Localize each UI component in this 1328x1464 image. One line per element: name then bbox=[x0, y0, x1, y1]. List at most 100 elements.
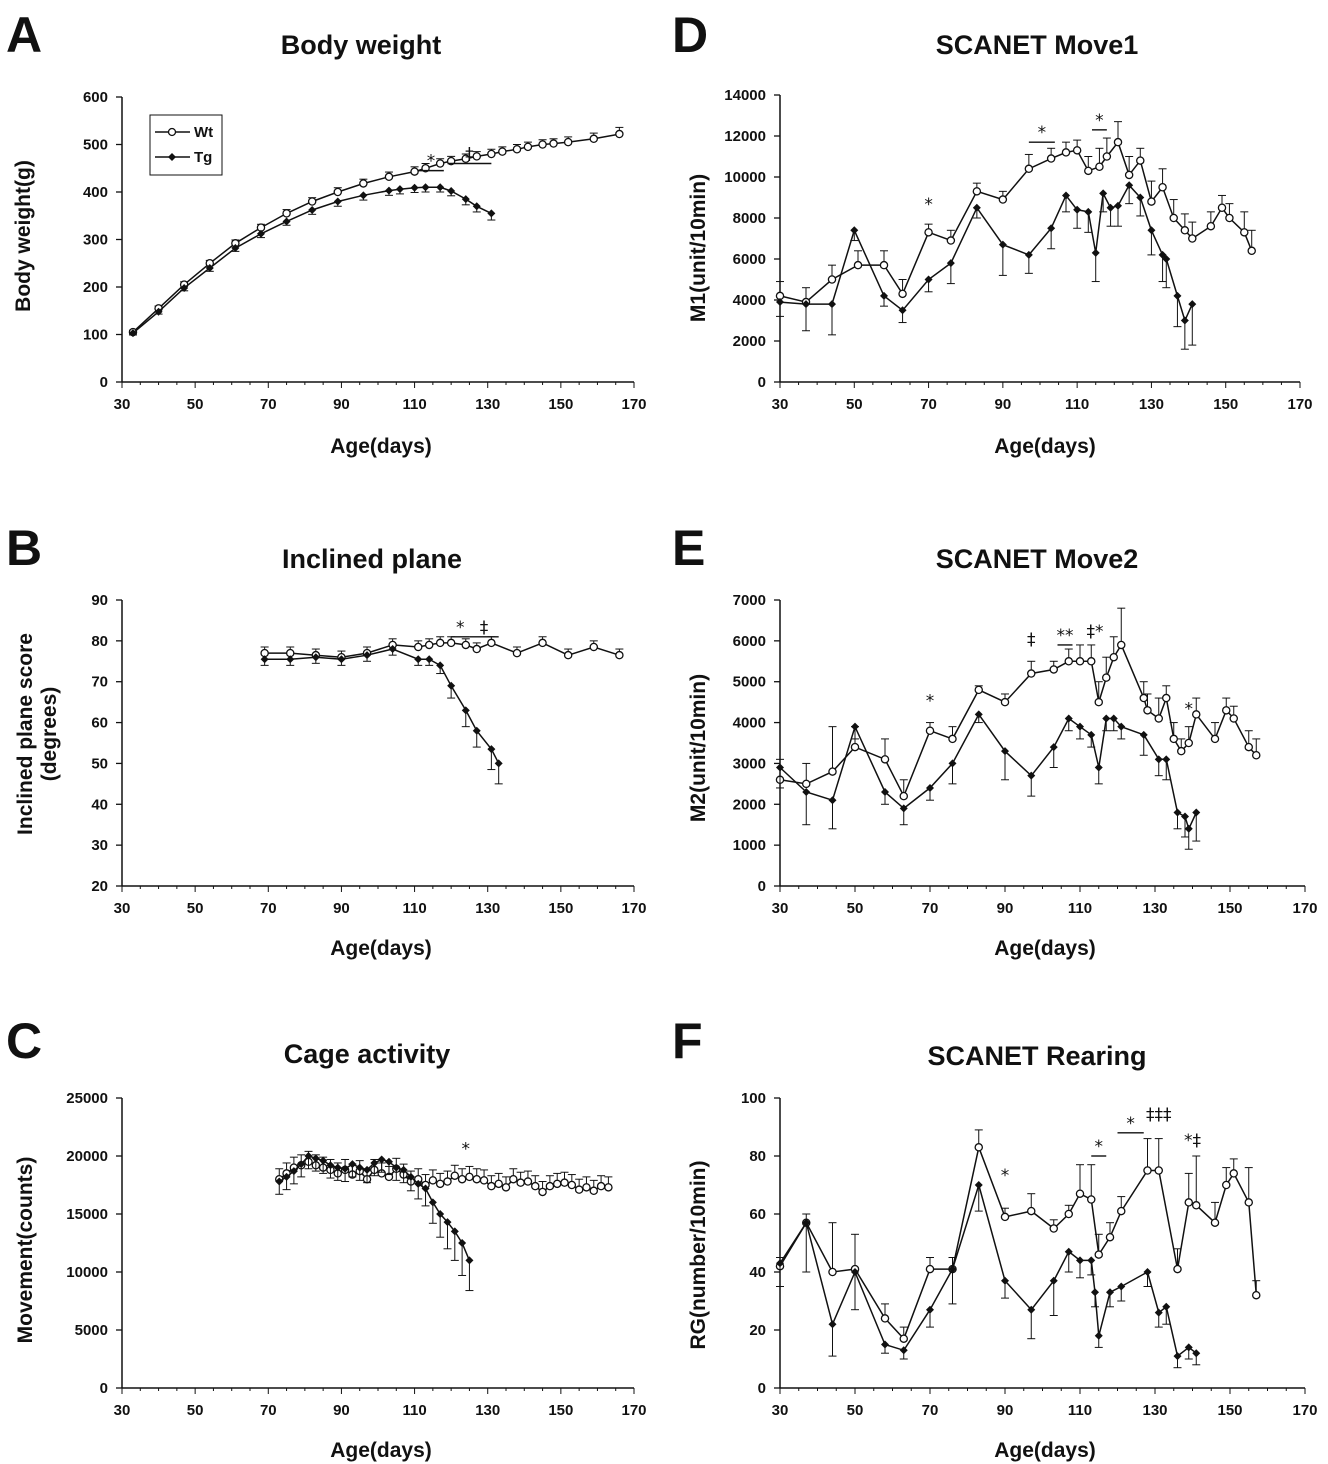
y-tick-label: 600 bbox=[83, 89, 108, 106]
series-line bbox=[264, 642, 620, 658]
data-point-tg bbox=[802, 1218, 811, 1227]
y-tick-label: 4000 bbox=[733, 715, 766, 732]
series-tg bbox=[776, 181, 1197, 350]
data-point-tg bbox=[802, 300, 810, 309]
data-point-tg bbox=[436, 1210, 445, 1218]
data-point-tg bbox=[924, 275, 933, 284]
panel-letter-c: C bbox=[6, 1013, 42, 1069]
y-tick-label: 40 bbox=[749, 1264, 766, 1281]
data-point-tg bbox=[1114, 201, 1122, 210]
data-point-tg bbox=[1173, 291, 1182, 300]
data-point-wt bbox=[1064, 657, 1074, 666]
data-point-wt bbox=[549, 139, 558, 148]
data-point-wt bbox=[1184, 1198, 1194, 1207]
data-point-wt bbox=[516, 1178, 525, 1187]
data-point-wt bbox=[589, 642, 599, 652]
panel-b-ylabel-line2: (degrees) bbox=[38, 687, 61, 782]
data-point-tg bbox=[1084, 207, 1093, 216]
data-point-tg bbox=[1154, 1308, 1163, 1317]
y-tick-label: 500 bbox=[83, 137, 108, 154]
y-tick-label: 20 bbox=[749, 1322, 766, 1339]
x-tick-label: 70 bbox=[260, 396, 277, 413]
data-point-wt bbox=[1225, 213, 1234, 223]
x-tick-label: 110 bbox=[1065, 396, 1089, 413]
series-line bbox=[779, 643, 1257, 798]
data-point-tg bbox=[1162, 755, 1171, 764]
data-point-tg bbox=[881, 788, 889, 797]
y-tick-label: 2000 bbox=[733, 333, 766, 350]
data-point-wt bbox=[384, 172, 394, 182]
data-point-wt bbox=[498, 147, 507, 156]
data-point-tg bbox=[487, 745, 496, 754]
data-point-tg bbox=[370, 1158, 379, 1167]
data-point-wt bbox=[615, 129, 624, 139]
data-point-tg bbox=[311, 653, 320, 662]
significance-mark: ‡‡‡ bbox=[1146, 1105, 1172, 1125]
x-tick-label: 130 bbox=[1142, 900, 1167, 917]
data-point-wt bbox=[1113, 137, 1123, 147]
data-point-tg bbox=[1188, 300, 1197, 309]
panel-d-title: SCANET Move1 bbox=[936, 30, 1139, 60]
data-point-wt bbox=[998, 195, 1008, 204]
series-line bbox=[264, 648, 500, 764]
significance-mark: * bbox=[924, 195, 933, 215]
data-point-tg bbox=[282, 1172, 291, 1181]
data-point-tg bbox=[1117, 1282, 1126, 1291]
data-point-tg bbox=[776, 1259, 784, 1268]
y-tick-label: 100 bbox=[83, 327, 108, 344]
data-point-wt bbox=[1102, 152, 1112, 161]
data-point-tg bbox=[395, 185, 404, 194]
data-point-tg bbox=[319, 1156, 328, 1165]
panel-a-title: Body weight bbox=[281, 30, 442, 60]
data-point-tg bbox=[355, 1163, 364, 1172]
panel-a-legend: Wt Tg bbox=[149, 114, 223, 176]
x-tick-label: 50 bbox=[187, 396, 204, 413]
data-point-tg bbox=[972, 203, 981, 212]
x-tick-label: 30 bbox=[114, 1402, 131, 1419]
data-point-wt bbox=[1087, 1195, 1096, 1204]
data-point-tg bbox=[461, 706, 470, 715]
y-tick-label: 2000 bbox=[733, 796, 766, 813]
significance-mark: * bbox=[1001, 1166, 1010, 1186]
data-point-wt bbox=[1000, 1212, 1010, 1222]
data-point-wt bbox=[1222, 706, 1231, 715]
x-tick-label: 150 bbox=[548, 1402, 573, 1419]
data-point-wt bbox=[1117, 1206, 1126, 1216]
panel-letter-f: F bbox=[672, 1013, 703, 1069]
data-point-wt bbox=[1169, 213, 1178, 223]
panel-letter-a: A bbox=[6, 7, 42, 63]
data-point-tg bbox=[899, 804, 908, 813]
data-point-wt bbox=[1072, 146, 1082, 155]
data-point-tg bbox=[828, 796, 837, 805]
series-line bbox=[779, 183, 1193, 323]
data-point-tg bbox=[297, 1160, 306, 1169]
panel-a-ylabel: Body weight(g) bbox=[12, 160, 35, 312]
data-point-tg bbox=[443, 1218, 452, 1227]
significance-mark: ‡ bbox=[1027, 630, 1036, 650]
data-point-tg bbox=[304, 1152, 313, 1160]
data-point-tg bbox=[1162, 1302, 1171, 1311]
y-tick-label: 10000 bbox=[724, 169, 766, 186]
data-point-tg bbox=[926, 783, 934, 792]
data-point-wt bbox=[1147, 197, 1156, 206]
data-point-wt bbox=[574, 1185, 584, 1194]
panel-a: A Body weight Age(days) Body weight(g) W… bbox=[6, 7, 647, 458]
data-point-tg bbox=[289, 1167, 298, 1176]
x-tick-label: 50 bbox=[847, 900, 864, 917]
data-point-wt bbox=[282, 209, 291, 218]
data-point-wt bbox=[1139, 693, 1149, 703]
data-point-tg bbox=[1024, 250, 1033, 259]
data-point-wt bbox=[899, 791, 909, 801]
data-point-tg bbox=[948, 759, 957, 768]
data-point-tg bbox=[311, 1154, 320, 1163]
data-point-wt bbox=[589, 1186, 599, 1196]
y-tick-label: 6000 bbox=[733, 633, 766, 650]
data-point-wt bbox=[1173, 1264, 1182, 1274]
panel-b-title: Inclined plane bbox=[282, 544, 462, 574]
data-point-tg bbox=[1001, 1276, 1009, 1285]
data-point-wt bbox=[1046, 154, 1056, 163]
data-point-tg bbox=[256, 229, 265, 238]
y-tick-label: 40 bbox=[91, 796, 108, 813]
x-tick-label: 110 bbox=[1068, 1402, 1092, 1419]
data-point-tg bbox=[333, 197, 342, 206]
